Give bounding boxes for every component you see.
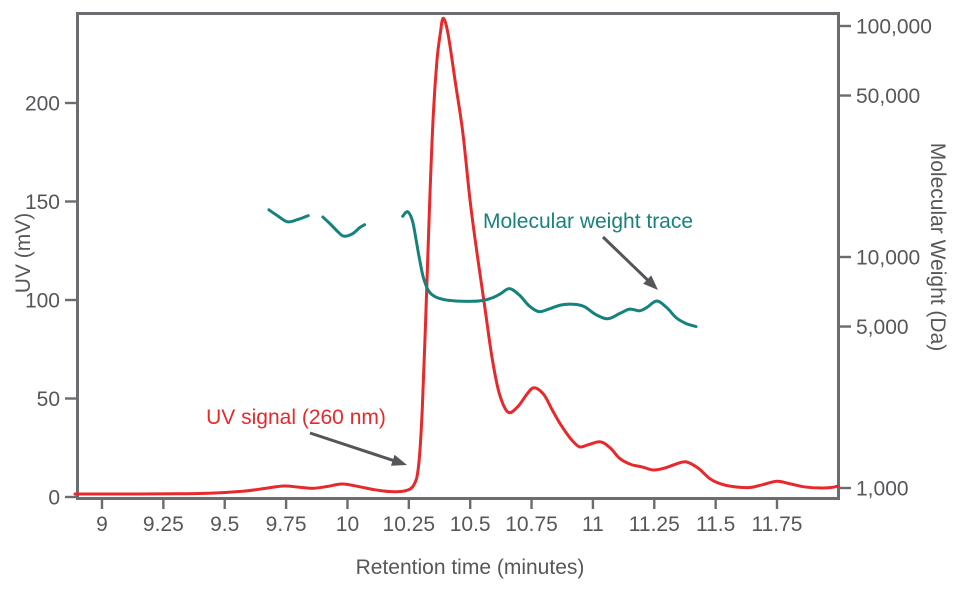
time-tick-label: 9 [96,513,108,536]
time-tick-label: 11 [582,513,604,536]
uv-signal-curve [73,16,840,496]
uv-tick-label: 150 [25,191,60,214]
retention-time-axis-title: Retention time (minutes) [355,556,585,579]
mw-trace-annotation: Molecular weight trace [482,210,694,233]
uv-axis-ticks: 0 50 100 150 200 [25,93,76,510]
uv-tick-label: 200 [25,93,60,116]
time-tick-label: 10.5 [450,513,491,536]
mw-tick-label: 1,000 [856,478,909,501]
time-tick-label: 11.25 [629,513,680,536]
time-tick-label: 9.5 [210,513,239,536]
mw-tick-label: 100,000 [856,16,932,39]
mw-axis-title: Molecular Weight (Da) [926,142,949,352]
uv-tick-label: 0 [48,487,60,510]
time-tick-label: 11.5 [696,513,735,536]
mw-tick-label: 50,000 [856,85,920,108]
uv-tick-label: 50 [37,388,60,411]
mw-trace-curve [267,208,698,328]
time-tick-label: 10 [336,513,359,536]
annotation-arrows [309,235,658,466]
mw-axis-ticks: 1,000 5,000 10,000 50,000 100,000 [840,16,932,501]
time-tick-label: 9.75 [266,513,307,536]
mw-tick-label: 5,000 [856,316,909,339]
mw-tick-label: 10,000 [856,247,920,270]
time-tick-label: 9.25 [143,513,184,536]
uv-signal-annotation: UV signal (260 nm) [206,406,386,429]
time-tick-label: 10.25 [383,513,436,536]
uv-tick-label: 100 [25,290,60,313]
time-tick-label: 10.75 [505,513,558,536]
time-axis-ticks: 9 9.25 9.5 9.75 10 10.25 10.5 10.75 11 11.25 11.5 1… [96,500,802,536]
uv-axis-title: UV (mV) [12,212,35,294]
plot-border [76,12,840,500]
time-tick-label: 11.75 [751,513,802,536]
